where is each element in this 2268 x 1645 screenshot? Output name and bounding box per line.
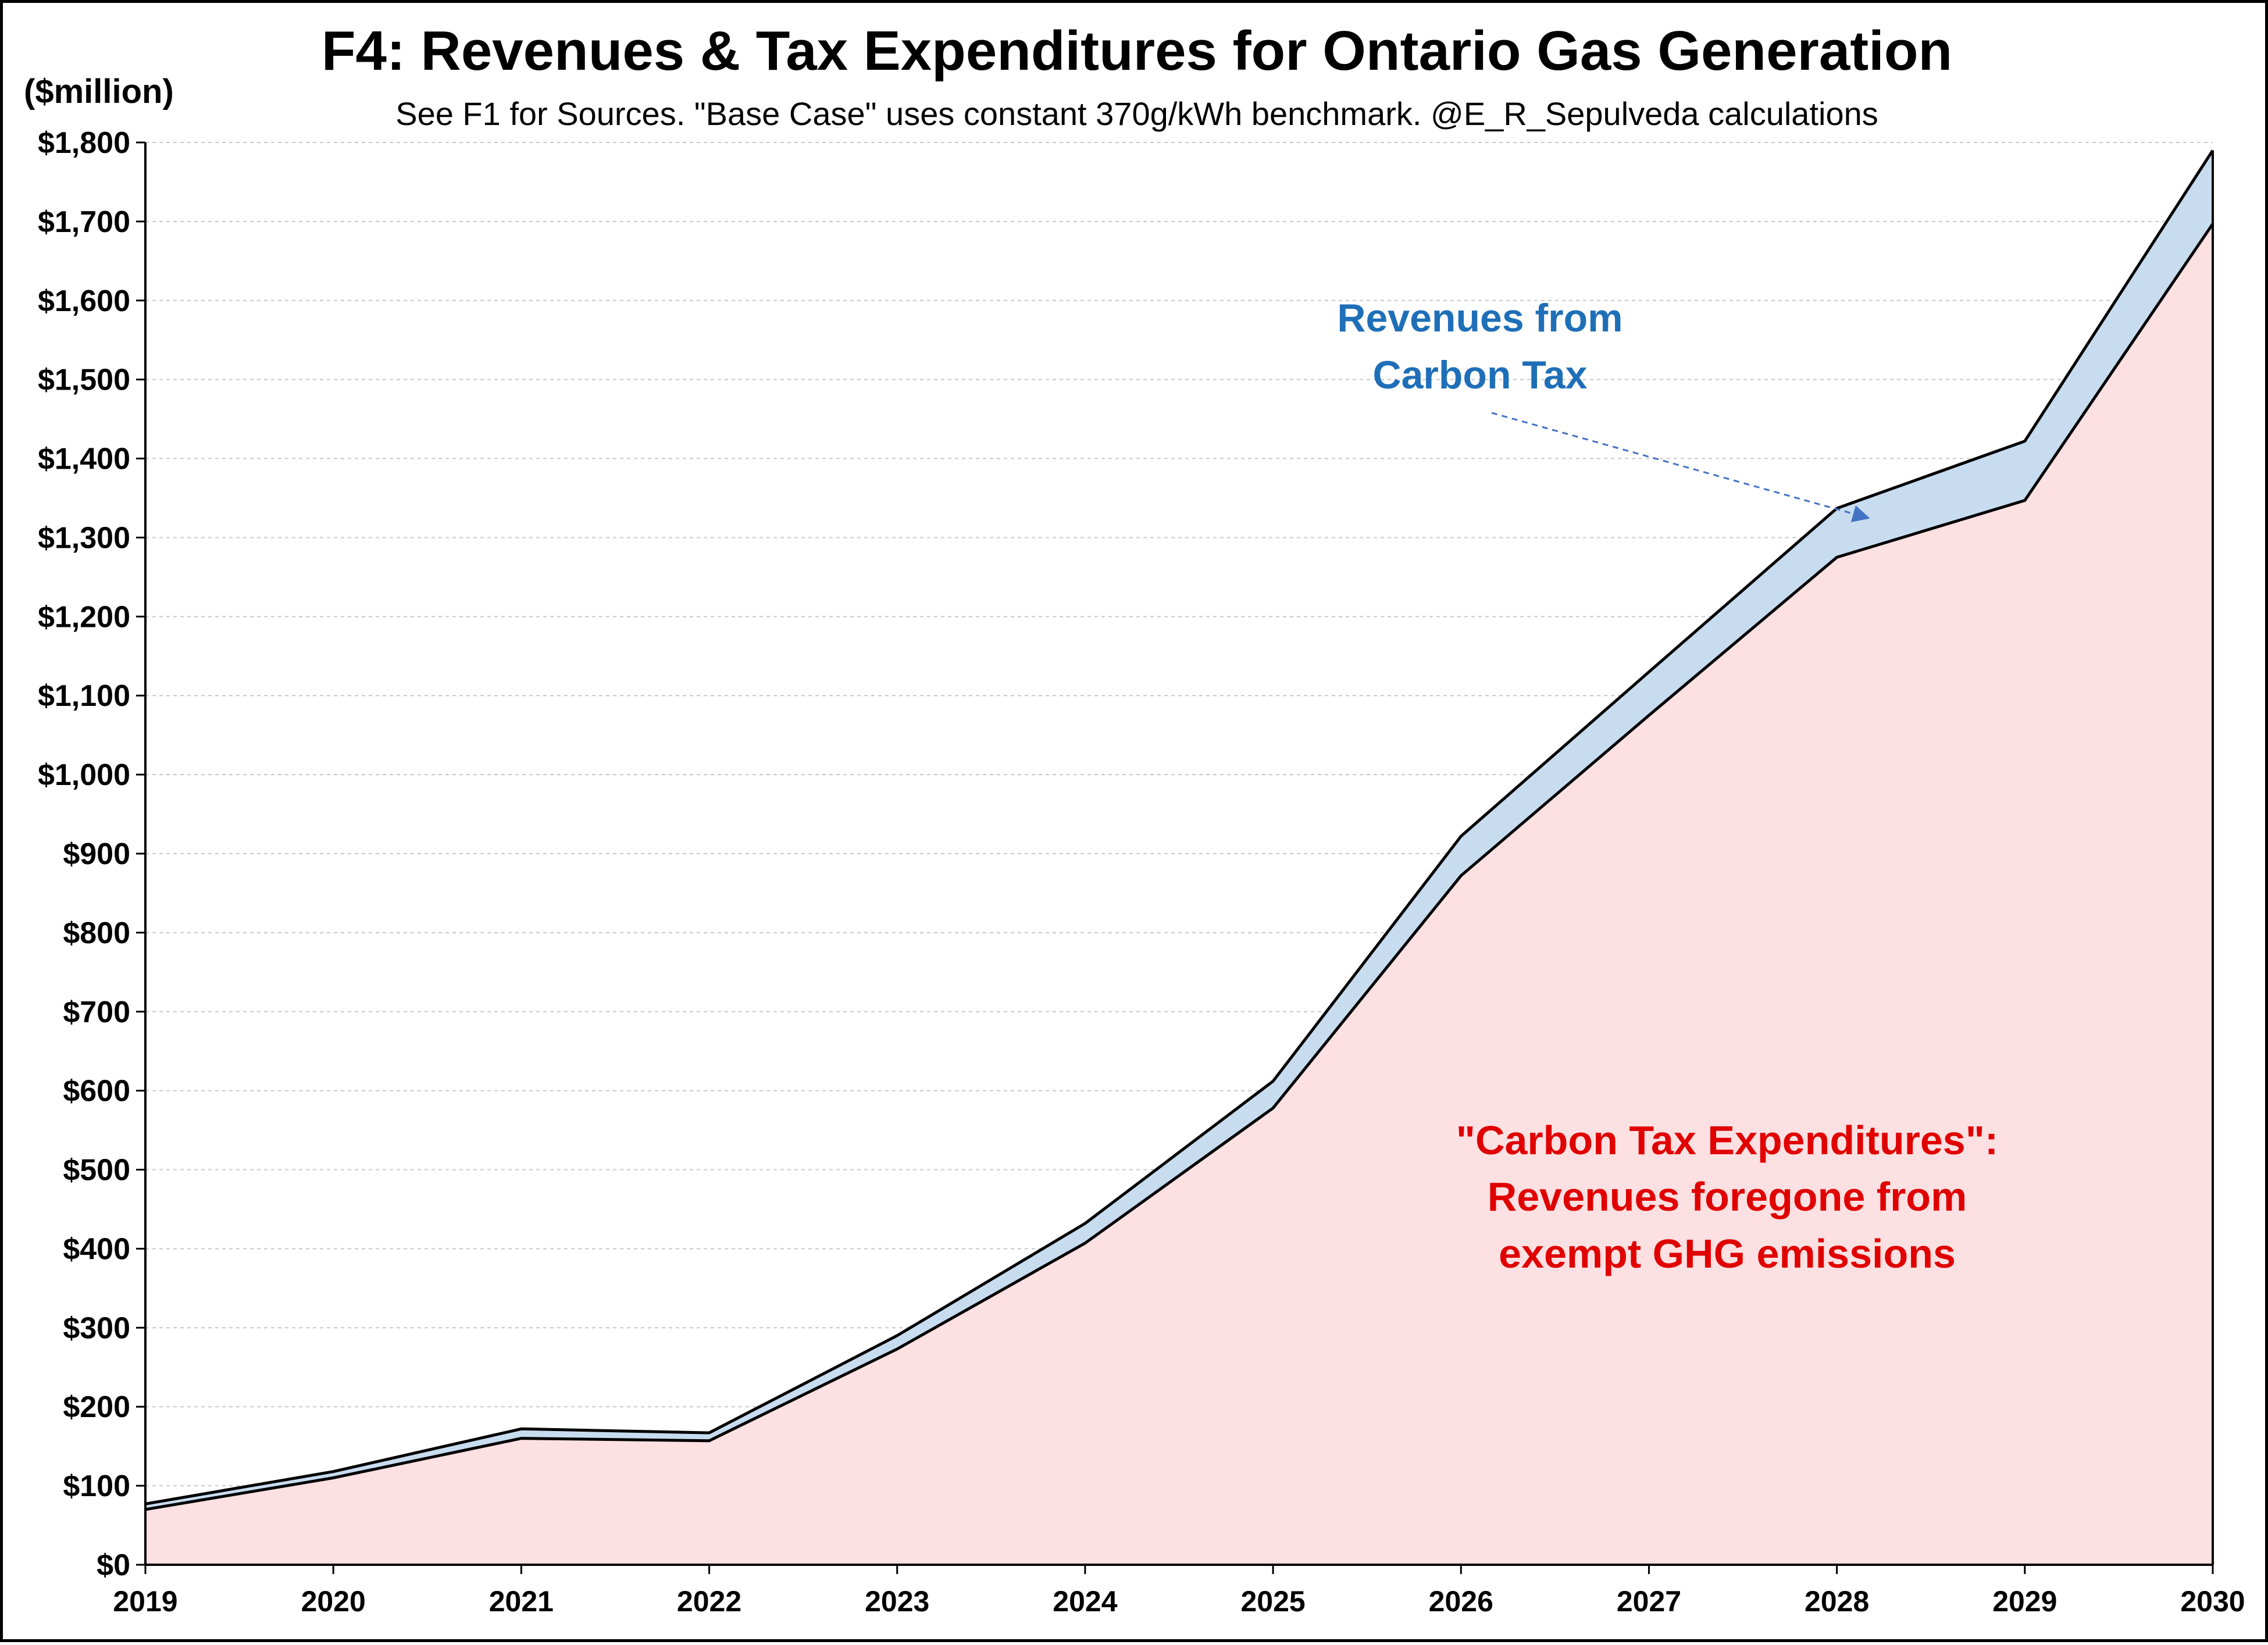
y-tick-label: $1,700 [38, 205, 130, 239]
x-tick-label: 2019 [113, 1585, 177, 1618]
y-tick-label: $400 [63, 1232, 130, 1266]
x-tick-label: 2028 [1805, 1585, 1869, 1618]
y-tick-label: $300 [63, 1311, 130, 1345]
y-tick-label: $1,800 [38, 126, 130, 160]
x-tick-label: 2029 [1992, 1585, 2057, 1618]
y-tick-label: $1,200 [38, 600, 130, 634]
y-tick-label: $600 [63, 1075, 130, 1108]
y-tick-label: $800 [63, 916, 130, 950]
series-line-1 [145, 223, 2214, 1511]
x-tick-label: 2021 [489, 1585, 554, 1618]
y-tick-label: $500 [63, 1154, 130, 1187]
y-axis-unit-label: ($million) [24, 73, 174, 110]
y-tick-label: $1,500 [38, 363, 130, 397]
x-tick-label: 2023 [865, 1585, 929, 1618]
y-tick-label: $1,400 [38, 443, 130, 476]
y-tick-label: $900 [63, 837, 130, 871]
x-axis-ticks: 2019 2020 2021 2022 2023 2024 2025 2026 2027 2028… [113, 1565, 2245, 1618]
y-axis-ticks: $0 $100 $200 $300 $400 $500 $600 $700 $800 $900 $1… [38, 126, 145, 1582]
x-tick-label: 2026 [1429, 1585, 1493, 1618]
y-tick-label: $100 [63, 1469, 130, 1503]
series-lines [145, 149, 2214, 1565]
series-line-2 [145, 149, 2214, 1505]
area-series [145, 150, 2213, 1565]
revenues-annotation-line1: Revenues from [1337, 296, 1622, 340]
chart: F4: Revenues & Tax Expenditures for Onta… [24, 20, 2245, 1618]
chart-subtitle: See F1 for Sources. "Base Case" uses con… [395, 95, 1878, 132]
y-tick-label: $1,100 [38, 679, 130, 713]
x-tick-label: 2027 [1617, 1585, 1681, 1618]
y-tick-label: $1,600 [38, 284, 130, 318]
revenues-annotation-line2: Carbon Tax [1372, 353, 1587, 397]
y-tick-label: $700 [63, 995, 130, 1029]
area-series-1 [145, 224, 2213, 1565]
y-tick-label: $0 [97, 1548, 130, 1582]
expenditures-annotation: "Carbon Tax Expenditures": Revenues fore… [1456, 1118, 1998, 1276]
x-tick-label: 2024 [1053, 1585, 1117, 1618]
y-tick-label: $200 [63, 1390, 130, 1424]
y-tick-label: $1,300 [38, 521, 130, 555]
revenues-annotation: Revenues from Carbon Tax [1337, 296, 1870, 522]
expenditures-annotation-line3: exempt GHG emissions [1499, 1231, 1956, 1276]
y-tick-label: $1,000 [38, 758, 130, 792]
expenditures-annotation-line2: Revenues foregone from [1488, 1174, 1967, 1219]
x-tick-label: 2020 [301, 1585, 366, 1618]
x-tick-label: 2025 [1240, 1585, 1305, 1618]
x-tick-label: 2030 [2180, 1585, 2245, 1618]
x-tick-label: 2022 [677, 1585, 741, 1618]
expenditures-annotation-line1: "Carbon Tax Expenditures": [1456, 1118, 1998, 1163]
revenues-annotation-arrow [1491, 412, 1870, 522]
chart-title: F4: Revenues & Tax Expenditures for Onta… [322, 20, 1952, 82]
